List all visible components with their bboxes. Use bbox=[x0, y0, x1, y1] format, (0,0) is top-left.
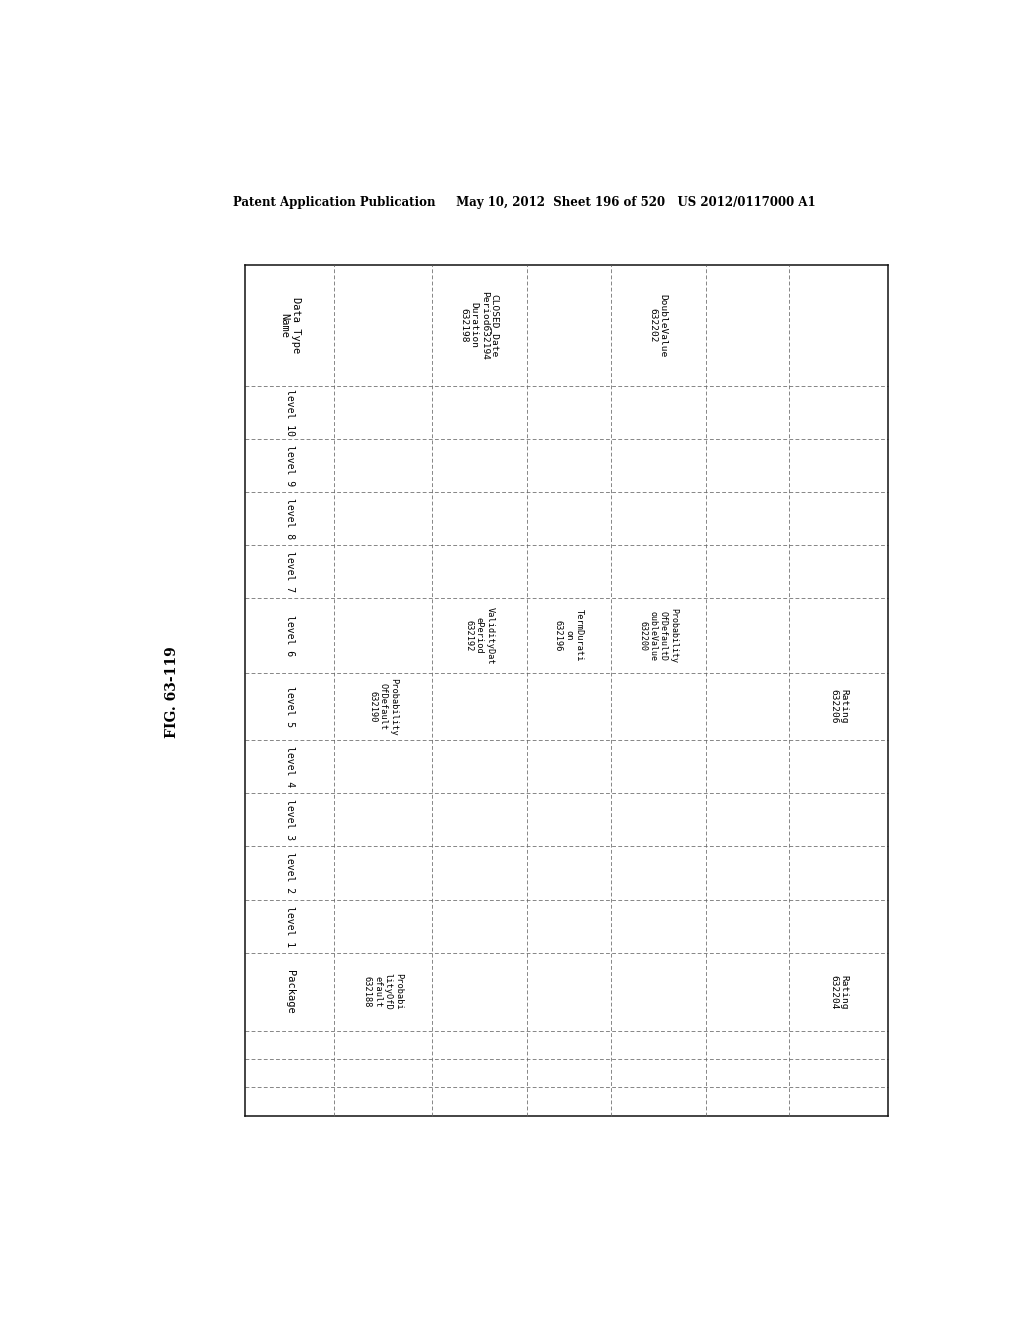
Text: FIG. 63-119: FIG. 63-119 bbox=[165, 645, 178, 738]
Text: level 10: level 10 bbox=[285, 388, 295, 436]
Text: level 2: level 2 bbox=[285, 853, 295, 894]
Text: level 9: level 9 bbox=[285, 445, 295, 486]
Text: level 7: level 7 bbox=[285, 552, 295, 593]
Text: level 1: level 1 bbox=[285, 906, 295, 946]
Text: ValidityDat
ePeriod
632192: ValidityDat ePeriod 632192 bbox=[465, 607, 495, 664]
Text: level 6: level 6 bbox=[285, 615, 295, 656]
Text: Rating
632206: Rating 632206 bbox=[829, 689, 849, 723]
Text: DoubleValue
632202: DoubleValue 632202 bbox=[648, 294, 668, 356]
Text: Package: Package bbox=[285, 970, 295, 1014]
Text: Probabi
lityOfD
efault
632188: Probabi lityOfD efault 632188 bbox=[362, 973, 403, 1010]
Text: Rating
632204: Rating 632204 bbox=[829, 974, 849, 1008]
Text: level 5: level 5 bbox=[285, 686, 295, 727]
Text: level 8: level 8 bbox=[285, 498, 295, 539]
Text: Patent Application Publication     May 10, 2012  Sheet 196 of 520   US 2012/0117: Patent Application Publication May 10, 2… bbox=[233, 195, 816, 209]
Text: TermDurati
on
632196: TermDurati on 632196 bbox=[554, 610, 584, 661]
Text: CLOSED_Date
Period632194
Duration
632198: CLOSED_Date Period632194 Duration 632198 bbox=[460, 290, 500, 360]
Text: level 4: level 4 bbox=[285, 746, 295, 787]
Text: Data Type
Name: Data Type Name bbox=[279, 297, 301, 354]
Text: Probability
OfDefaultD
oubleValue
632200: Probability OfDefaultD oubleValue 632200 bbox=[638, 609, 678, 663]
Text: Probability
OfDefault
632190: Probability OfDefault 632190 bbox=[368, 677, 398, 735]
Text: level 3: level 3 bbox=[285, 800, 295, 841]
